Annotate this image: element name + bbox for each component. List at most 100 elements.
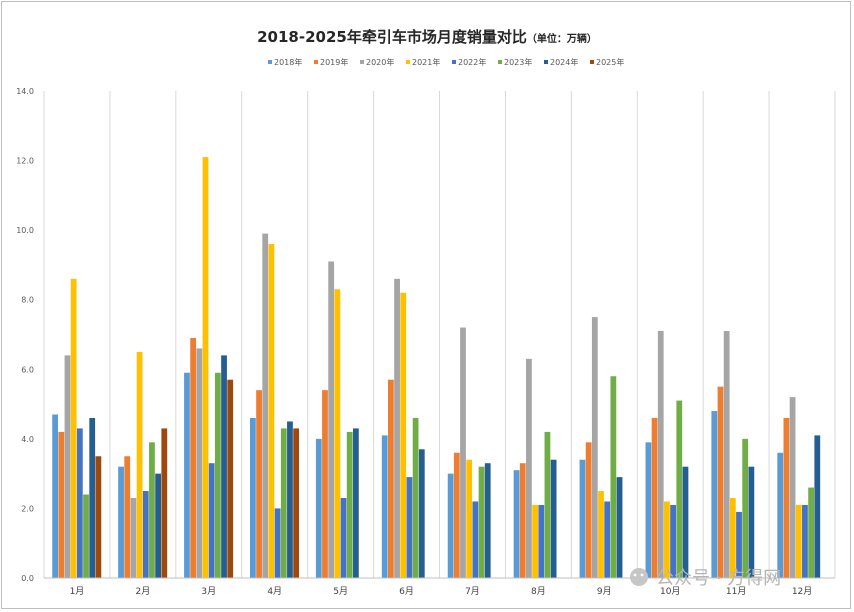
bar: [610, 376, 617, 578]
bar: [645, 442, 652, 578]
x-tick-label: 10月: [660, 586, 680, 597]
bar: [538, 504, 545, 578]
bar: [591, 317, 598, 578]
bar: [287, 421, 293, 578]
bar: [579, 459, 586, 578]
bar: [202, 157, 209, 578]
legend-swatch: [268, 60, 272, 64]
bar: [742, 438, 749, 578]
bar: [89, 417, 96, 578]
bar: [149, 442, 155, 578]
x-tick-label: 5月: [333, 586, 348, 597]
bar: [651, 417, 658, 578]
x-tick-label: 7月: [465, 586, 480, 597]
legend-label: 2019年: [320, 57, 348, 67]
x-tick-label: 12月: [792, 586, 812, 597]
bar: [161, 428, 168, 578]
bar: [227, 379, 234, 578]
bar: [280, 428, 287, 578]
legend-swatch: [498, 60, 502, 64]
y-tick-label: 8.0: [21, 296, 34, 305]
bar: [783, 417, 790, 578]
bar: [293, 428, 300, 578]
bar: [118, 466, 124, 578]
legend-label: 2023年: [504, 57, 532, 67]
bar: [729, 497, 736, 578]
wechat-icon: [630, 568, 648, 586]
legend-swatch: [406, 60, 410, 64]
bar: [604, 501, 611, 578]
x-tick-label: 4月: [267, 586, 282, 597]
bar: [155, 473, 162, 578]
bar: [472, 501, 479, 578]
bar: [214, 372, 221, 578]
x-tick-label: 8月: [531, 586, 546, 597]
bar: [418, 449, 425, 578]
legend-label: 2024年: [550, 57, 578, 67]
y-tick-label: 12.0: [16, 157, 34, 166]
bar: [394, 278, 400, 578]
bar: [221, 355, 227, 578]
bar: [802, 504, 808, 578]
bar: [478, 466, 485, 578]
bar: [723, 331, 730, 578]
bar: [484, 463, 491, 578]
bar: [184, 372, 190, 578]
bar: [334, 289, 341, 578]
bar: [262, 233, 269, 578]
bar: [676, 400, 683, 578]
bar: [717, 386, 724, 578]
x-tick-label: 9月: [597, 586, 612, 597]
y-tick-label: 6.0: [21, 365, 34, 374]
bar: [526, 358, 532, 578]
bar: [256, 390, 262, 578]
legend-label: 2022年: [458, 57, 486, 67]
x-tick-label: 2月: [136, 586, 151, 597]
bar: [544, 431, 551, 578]
bar: [249, 417, 256, 578]
bar: [550, 459, 557, 578]
bar: [70, 278, 77, 578]
x-tick-label: 3月: [201, 586, 216, 597]
bar: [388, 379, 394, 578]
legend-label: 2018年: [274, 57, 302, 67]
watermark: 公众号 · 方得网: [630, 568, 781, 589]
bar: [130, 497, 137, 578]
bar: [736, 511, 742, 578]
y-tick-label: 0.0: [21, 574, 34, 583]
bar: [598, 491, 604, 578]
chart-gridlines: [43, 91, 836, 578]
bar: [412, 417, 419, 578]
legend-label: 2021年: [412, 57, 440, 67]
bar: [519, 463, 526, 578]
bar: [315, 438, 322, 578]
bar: [400, 292, 407, 578]
bar: [83, 494, 89, 578]
bar: [532, 504, 538, 578]
legend-swatch: [360, 60, 364, 64]
bar: [190, 337, 197, 578]
y-tick-label: 4.0: [21, 435, 34, 444]
bar: [268, 244, 275, 578]
bar: [460, 327, 466, 578]
chart-subtitle: （单位：万辆）: [527, 32, 597, 45]
bar: [664, 501, 670, 578]
legend-swatch: [590, 60, 594, 64]
bar: [814, 435, 821, 578]
y-tick-label: 2.0: [21, 504, 34, 513]
bar: [322, 390, 328, 578]
bar: [58, 431, 65, 578]
chart-legend: 2018年 2019年 2020年 2021年 2022年 2023年 2024年 2025年: [268, 57, 624, 67]
watermark-text: 公众号 · 方得网: [656, 568, 781, 589]
bar: [585, 442, 592, 578]
legend-swatch: [314, 60, 318, 64]
bar: [346, 431, 353, 578]
bar: [142, 491, 149, 578]
bar: [196, 348, 203, 578]
bar: [274, 508, 281, 578]
y-tick-label: 14.0: [16, 87, 34, 96]
chart-title: 2018-2025年牵引车市场月度销量对比（单位：万辆）: [257, 28, 597, 46]
bar: [670, 504, 676, 578]
